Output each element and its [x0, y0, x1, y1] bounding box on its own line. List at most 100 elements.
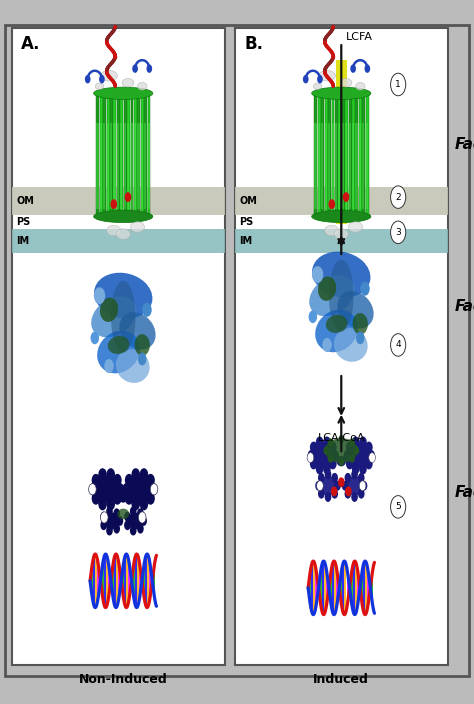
Bar	[331, 123, 334, 210]
Circle shape	[323, 463, 331, 474]
Ellipse shape	[319, 476, 337, 496]
Ellipse shape	[319, 70, 336, 81]
Circle shape	[359, 463, 367, 474]
Ellipse shape	[315, 310, 358, 352]
Bar	[100, 123, 102, 210]
Ellipse shape	[100, 70, 118, 81]
Circle shape	[100, 520, 107, 530]
Circle shape	[358, 489, 365, 498]
Ellipse shape	[334, 328, 368, 362]
Bar	[356, 94, 358, 217]
Circle shape	[328, 199, 335, 209]
Circle shape	[342, 481, 348, 491]
Circle shape	[322, 338, 332, 352]
Bar	[110, 94, 113, 217]
Circle shape	[309, 310, 317, 323]
Circle shape	[365, 64, 370, 73]
Circle shape	[140, 516, 147, 526]
Bar	[325, 123, 327, 210]
Text: FadL: FadL	[455, 137, 474, 152]
Bar	[235, 28, 448, 665]
Ellipse shape	[348, 222, 363, 232]
Ellipse shape	[130, 222, 145, 232]
Circle shape	[351, 470, 358, 479]
Bar	[335, 123, 337, 210]
Circle shape	[91, 492, 100, 505]
Ellipse shape	[137, 82, 147, 90]
Bar	[328, 123, 330, 210]
Bar	[365, 123, 368, 210]
Circle shape	[367, 450, 375, 461]
Circle shape	[360, 282, 370, 296]
Ellipse shape	[311, 210, 371, 222]
Circle shape	[310, 458, 318, 470]
Circle shape	[338, 435, 344, 444]
Ellipse shape	[334, 229, 348, 239]
Bar	[134, 123, 136, 210]
Ellipse shape	[104, 513, 119, 529]
Ellipse shape	[116, 349, 150, 383]
Circle shape	[140, 498, 148, 510]
Circle shape	[317, 75, 323, 83]
Circle shape	[106, 526, 113, 536]
Circle shape	[137, 508, 144, 518]
Bar	[321, 94, 324, 217]
Circle shape	[307, 453, 314, 463]
Bar	[12, 229, 225, 253]
Circle shape	[113, 508, 120, 518]
Circle shape	[344, 450, 351, 461]
Ellipse shape	[325, 438, 358, 463]
Ellipse shape	[337, 291, 374, 329]
Bar	[120, 94, 123, 217]
Circle shape	[125, 474, 133, 486]
Ellipse shape	[94, 87, 153, 99]
Circle shape	[131, 498, 140, 510]
Circle shape	[345, 486, 352, 496]
Bar	[362, 123, 365, 210]
Circle shape	[94, 287, 105, 304]
Circle shape	[312, 266, 323, 283]
Circle shape	[91, 474, 100, 486]
Circle shape	[146, 64, 152, 73]
Circle shape	[110, 199, 117, 209]
Circle shape	[391, 496, 406, 518]
Bar	[348, 94, 352, 217]
Bar	[235, 229, 448, 253]
Circle shape	[369, 453, 375, 463]
Circle shape	[107, 468, 115, 481]
Bar	[124, 123, 126, 210]
Ellipse shape	[337, 456, 346, 466]
Circle shape	[117, 516, 123, 526]
Circle shape	[130, 506, 137, 516]
Bar	[359, 123, 361, 210]
Circle shape	[359, 436, 367, 448]
Bar	[314, 94, 318, 217]
Bar	[314, 123, 317, 210]
Circle shape	[122, 483, 131, 496]
Ellipse shape	[97, 331, 140, 373]
Text: OM: OM	[239, 196, 257, 206]
Bar	[117, 123, 119, 210]
Circle shape	[352, 436, 359, 448]
Ellipse shape	[312, 251, 371, 298]
Circle shape	[315, 481, 322, 491]
Bar	[352, 94, 355, 217]
Ellipse shape	[312, 443, 334, 468]
Ellipse shape	[326, 315, 347, 333]
Bar	[335, 94, 338, 217]
Bar	[141, 123, 143, 210]
Circle shape	[391, 221, 406, 244]
Ellipse shape	[118, 508, 129, 520]
Circle shape	[113, 474, 122, 486]
Bar	[117, 94, 120, 217]
Bar	[103, 94, 106, 217]
Circle shape	[98, 498, 107, 510]
Text: FadR: FadR	[455, 485, 474, 501]
Circle shape	[124, 512, 131, 522]
Ellipse shape	[135, 334, 150, 356]
Circle shape	[113, 492, 122, 505]
Bar	[318, 123, 320, 210]
Circle shape	[349, 439, 355, 447]
Circle shape	[346, 458, 354, 470]
Circle shape	[125, 192, 131, 202]
